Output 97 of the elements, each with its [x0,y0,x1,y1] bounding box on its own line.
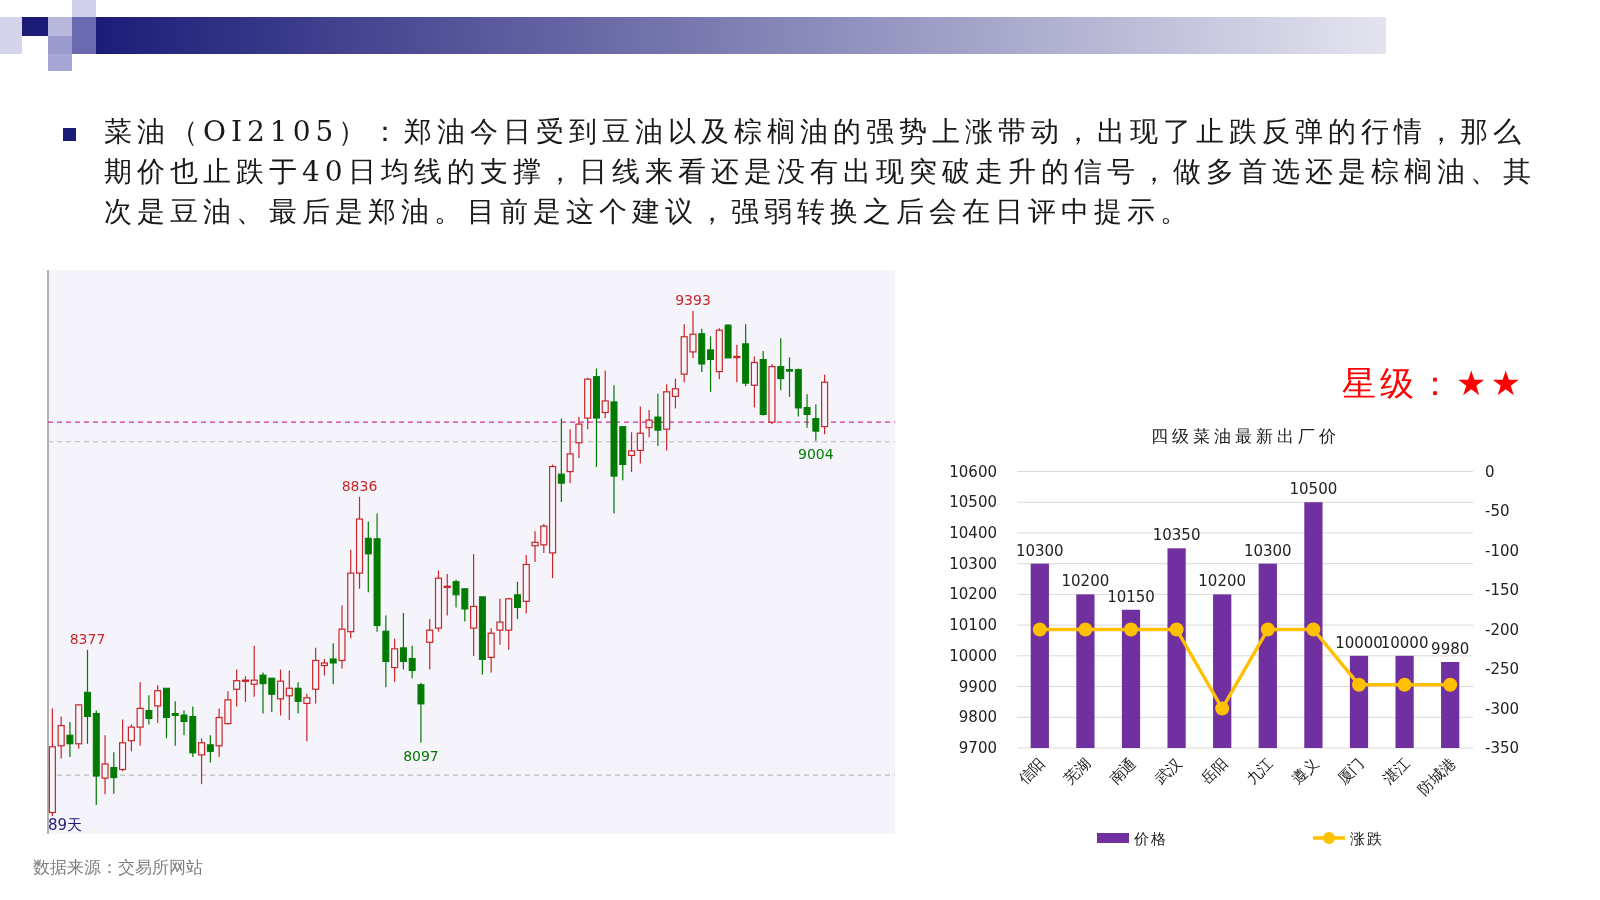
point [1397,677,1412,692]
x-tick-label: 武汉 [1151,754,1186,789]
data-label: 10200 [1061,572,1110,591]
y-tick-label: 9900 [958,677,997,696]
annotation: 8097 [403,747,439,764]
candlestick [303,693,311,742]
candlestick [786,356,793,398]
candlestick [750,355,758,409]
candlestick [557,417,565,503]
x-tick-label: 遵义 [1288,754,1323,789]
point [1124,622,1138,637]
y-tick-label: 10300 [949,554,997,573]
data-label: 10300 [1243,541,1292,560]
point [1215,701,1230,716]
annotation: 9004 [798,445,834,462]
y2-tick-label: -200 [1485,620,1520,639]
candlestick [470,553,478,657]
data-label: 9980 [1431,639,1470,658]
candlestick [654,393,662,447]
y-tick-label: 10600 [949,462,997,481]
annotation: 89天 [48,816,83,834]
y2-tick-label: 0 [1485,462,1495,481]
data-label: 10350 [1152,526,1201,545]
candlestick [285,669,293,721]
y-tick-label: 10400 [949,523,997,542]
candlestick [136,681,144,747]
y-tick-label: 10200 [949,585,997,604]
candlestick [426,618,434,671]
candlestick [707,335,715,393]
legend-label: 涨跌 [1350,830,1384,848]
candlestick [66,721,74,758]
point [1260,622,1275,637]
candlestick [145,694,153,726]
y2-tick-label: -150 [1485,581,1520,599]
point [1078,622,1093,637]
candlestick [329,642,337,685]
y-tick-label: 10100 [949,616,997,635]
annotation: 9393 [675,292,711,308]
y2-tick-label: -50 [1485,502,1510,520]
data-label: 10500 [1289,480,1338,499]
candlestick [777,337,785,391]
chart-title: 四级菜油最新出厂价 [1150,425,1340,446]
y2-tick-label: -100 [1485,541,1520,560]
x-tick-label: 芜湖 [1060,754,1095,789]
x-tick-label: 防城港 [1414,754,1460,799]
y2-tick-label: -350 [1485,739,1520,757]
candlestick [250,645,258,698]
candlestick [601,369,609,419]
candlestick [513,581,521,620]
x-tick-label: 信阳 [1014,754,1049,789]
candlestick [627,431,636,473]
y-tick-label: 10000 [949,646,997,665]
point [1169,622,1184,637]
candlestick [645,409,653,438]
candlestick [294,681,302,715]
x-tick-label: 岳阳 [1197,754,1232,789]
candlestick [206,734,214,764]
x-tick-label: 厦门 [1333,754,1368,789]
point [1306,622,1321,637]
point [1352,677,1366,692]
data-label: 10150 [1107,587,1155,606]
x-tick-label: 南通 [1105,754,1140,789]
annotation: 8377 [69,630,106,647]
candlestick [276,668,285,717]
candlestick [197,737,206,785]
legend-label: 价格 [1133,830,1168,848]
point [1443,677,1458,692]
data-label: 10000 [1335,633,1383,652]
x-tick-label: 九江 [1242,754,1277,789]
candlestick [57,715,65,760]
candlestick [812,403,820,442]
candlestick [110,751,118,795]
candlestick [391,638,399,683]
candlestick [233,668,241,708]
point [1032,622,1047,637]
data-label: 10200 [1198,572,1247,591]
y-tick-label: 10500 [949,493,997,512]
chart-title: 菜油（OI2105）：郑油今日受到豆油以及棕榈油的强势上涨带动，出现了止跌反弹的行情，那么期价也止跌于40日均线的支撑，日线来看还是没有出现突破走升的信号，做多首选还是棕榈油、其次是豆油、最后是郑油。目前是这个建议，强弱转换之后会在日评中提示。 [104,114,1537,230]
data-label: 10300 [1015,541,1064,560]
candlestick [671,378,680,410]
candlestick [154,684,162,724]
source-note: 数据来源：交易所网站 [33,857,203,877]
candlestick [636,405,644,465]
x-tick-label: 湛江 [1379,754,1414,789]
y-tick-label: 9800 [958,708,997,727]
y-tick-label: 9700 [958,739,997,757]
candlestick [566,428,574,484]
y2-tick-label: -300 [1485,699,1520,718]
candlestick [575,416,583,459]
y2-tick-label: -250 [1485,660,1520,678]
candlestick [417,682,425,744]
text: 星级：★★ [1342,362,1525,403]
candlestick [408,645,416,679]
annotation: 8836 [341,477,378,494]
candlestick [127,723,135,752]
candlestick [399,612,407,671]
candlestick [101,734,109,795]
